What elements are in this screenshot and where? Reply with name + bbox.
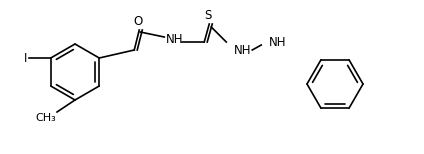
Text: S: S	[204, 9, 212, 22]
Text: NH: NH	[234, 43, 252, 57]
Text: NH: NH	[166, 32, 184, 45]
Text: NH: NH	[269, 36, 287, 49]
Text: CH₃: CH₃	[35, 113, 56, 123]
Text: O: O	[134, 15, 143, 28]
Text: I: I	[23, 51, 27, 65]
